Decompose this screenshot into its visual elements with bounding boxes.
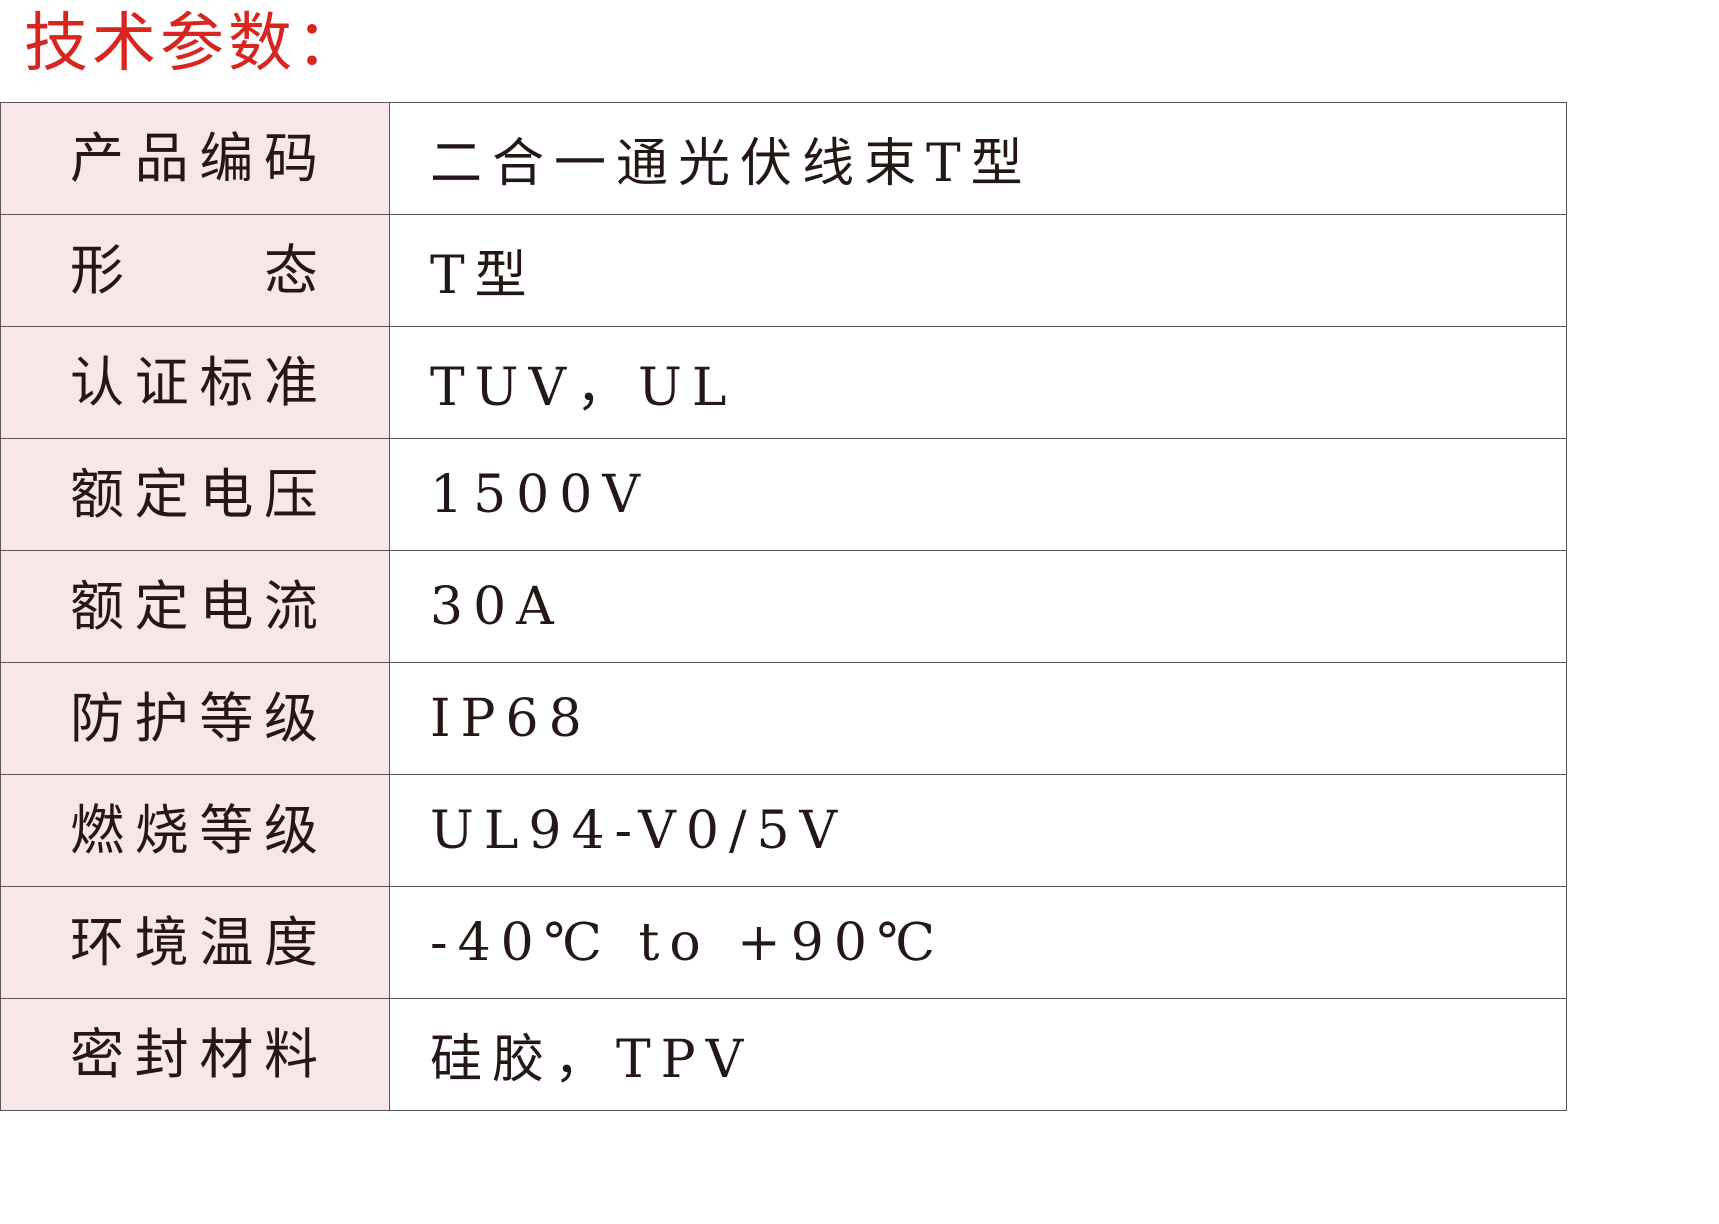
spec-label: 额定电压 (70, 462, 318, 526)
spec-label: 产品编码 (70, 126, 318, 190)
table-row: 形态 T型 (0, 214, 1567, 327)
spec-label-cell: 产品编码 (0, 102, 390, 215)
spec-value: -40℃ to +90℃ (389, 886, 1567, 999)
table-row: 环境温度 -40℃ to +90℃ (0, 886, 1567, 999)
spec-label: 额定电流 (70, 574, 318, 638)
spec-value: T型 (389, 214, 1567, 327)
spec-value: TUV，UL (389, 326, 1567, 439)
spec-label: 环境温度 (70, 910, 318, 974)
spec-table: 产品编码 二合一通光伏线束T型 形态 T型 认证标准 TUV，UL 额定电压 1500V 额定电… (0, 102, 1567, 1111)
spec-label-cell: 燃烧等级 (0, 774, 390, 887)
page-title: 技术参数： (24, 7, 364, 81)
table-row: 额定电流 30A (0, 550, 1567, 663)
spec-label: 燃烧等级 (70, 798, 318, 862)
spec-label-cell: 环境温度 (0, 886, 390, 999)
spec-label-cell: 认证标准 (0, 326, 390, 439)
spec-label: 认证标准 (70, 350, 318, 414)
spec-value: 二合一通光伏线束T型 (389, 102, 1567, 215)
spec-label-cell: 额定电流 (0, 550, 390, 663)
table-row: 认证标准 TUV，UL (0, 326, 1567, 439)
spec-label: 形态 (70, 238, 318, 302)
spec-label: 密封材料 (70, 1022, 318, 1086)
table-row: 产品编码 二合一通光伏线束T型 (0, 102, 1567, 215)
spec-label-cell: 密封材料 (0, 998, 390, 1111)
spec-label-cell: 形态 (0, 214, 390, 327)
table-row: 燃烧等级 UL94-V0/5V (0, 774, 1567, 887)
spec-label-cell: 额定电压 (0, 438, 390, 551)
spec-value: 1500V (389, 438, 1567, 551)
spec-value: UL94-V0/5V (389, 774, 1567, 887)
spec-label-cell: 防护等级 (0, 662, 390, 775)
spec-label: 防护等级 (70, 686, 318, 750)
table-row: 密封材料 硅胶，TPV (0, 998, 1567, 1111)
spec-value: IP68 (389, 662, 1567, 775)
table-row: 防护等级 IP68 (0, 662, 1567, 775)
table-row: 额定电压 1500V (0, 438, 1567, 551)
spec-value: 硅胶，TPV (389, 998, 1567, 1111)
spec-value: 30A (389, 550, 1567, 663)
